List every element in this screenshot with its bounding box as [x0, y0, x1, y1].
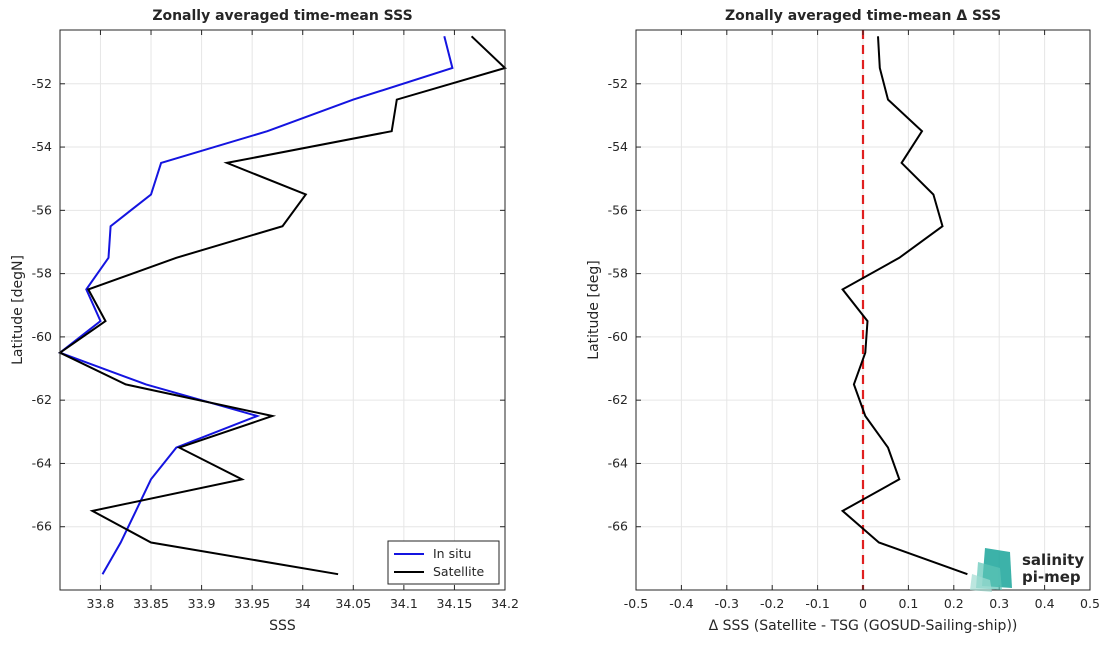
x-axis-label-delta-sss: Δ SSS (Satellite - TSG (GOSUD-Sailing-sh…	[709, 618, 1018, 634]
x-tick-label: 34.2	[491, 596, 519, 611]
chart-title-delta-sss: Zonally averaged time-mean Δ SSS	[725, 8, 1001, 24]
salinity-pi-mep-logo: salinity pi-mep	[970, 548, 1084, 592]
ticks-delta-sss: -0.5 -0.4 -0.3 -0.2 -0.1 0 0.1 0.2 0.3 0.4 0.5 -66 -…	[608, 30, 1100, 611]
x-tick-label: -0.4	[669, 596, 693, 611]
x-tick-label: 0.1	[898, 596, 918, 611]
y-tick-label: -66	[32, 519, 52, 534]
x-tick-label: 0.4	[1035, 596, 1055, 611]
series-line-in-situ	[57, 36, 454, 575]
x-tick-label: 34.05	[335, 596, 371, 611]
y-tick-label: -58	[32, 266, 52, 281]
x-tick-label: -0.1	[805, 596, 829, 611]
y-tick-label: -60	[608, 329, 628, 344]
x-tick-label: 34	[295, 596, 311, 611]
legend: In situ Satellite	[387, 540, 500, 585]
x-tick-label: -0.2	[760, 596, 784, 611]
y-axis-label-sss: Latitude [degN]	[10, 255, 26, 365]
y-tick-label: -64	[32, 455, 52, 470]
x-tick-label: -0.3	[715, 596, 739, 611]
x-tick-label: -0.5	[624, 596, 648, 611]
y-tick-label: -52	[608, 76, 628, 91]
series-layer-sss	[57, 35, 507, 576]
y-tick-label: -56	[608, 202, 628, 217]
series-line-delta-sss	[840, 36, 968, 576]
panel-delta-sss: -0.5 -0.4 -0.3 -0.2 -0.1 0 0.1 0.2 0.3 0.4 0.5 -66 -…	[586, 8, 1100, 634]
logo-wave-icon-3	[970, 574, 992, 592]
x-tick-label: 0.2	[944, 596, 964, 611]
y-tick-label: -62	[608, 392, 628, 407]
logo-text-salinity: salinity	[1022, 551, 1084, 569]
x-tick-label: 33.9	[188, 596, 216, 611]
y-tick-label: -54	[32, 139, 52, 154]
panel-sss: 33.8 33.85 33.9 33.95 34 34.05 34.1 34.15 34.2 -6…	[10, 8, 519, 634]
chart-title-sss: Zonally averaged time-mean SSS	[152, 8, 412, 24]
y-tick-label: -58	[608, 266, 628, 281]
legend-label-satellite: Satellite	[433, 564, 485, 579]
series-line-satellite	[58, 35, 507, 576]
grid-sss	[60, 30, 506, 590]
x-tick-label: 0.3	[989, 596, 1009, 611]
legend-label-in-situ: In situ	[433, 546, 471, 561]
x-tick-label: 34.1	[390, 596, 418, 611]
y-tick-label: -60	[32, 329, 52, 344]
y-tick-label: -52	[32, 76, 52, 91]
x-tick-label: 33.95	[234, 596, 270, 611]
y-tick-label: -62	[32, 392, 52, 407]
y-tick-label: -54	[608, 139, 628, 154]
series-layer-delta-sss	[840, 36, 968, 576]
ticks-sss: 33.8 33.85 33.9 33.95 34 34.05 34.1 34.15 34.2 -6…	[32, 30, 519, 611]
x-tick-label: 34.15	[437, 596, 473, 611]
y-tick-label: -56	[32, 202, 52, 217]
y-tick-label: -66	[608, 519, 628, 534]
logo-text-pi-mep: pi-mep	[1022, 568, 1081, 586]
x-tick-label: 33.85	[133, 596, 169, 611]
x-tick-label: 0.5	[1080, 596, 1100, 611]
axes-frame-sss	[59, 29, 506, 591]
x-tick-label: 33.8	[87, 596, 115, 611]
x-tick-label: 0	[859, 596, 867, 611]
y-tick-label: -64	[608, 455, 628, 470]
y-axis-label-delta-sss: Latitude [deg]	[586, 260, 602, 359]
x-axis-label-sss: SSS	[269, 618, 296, 634]
legend-box	[387, 540, 500, 585]
